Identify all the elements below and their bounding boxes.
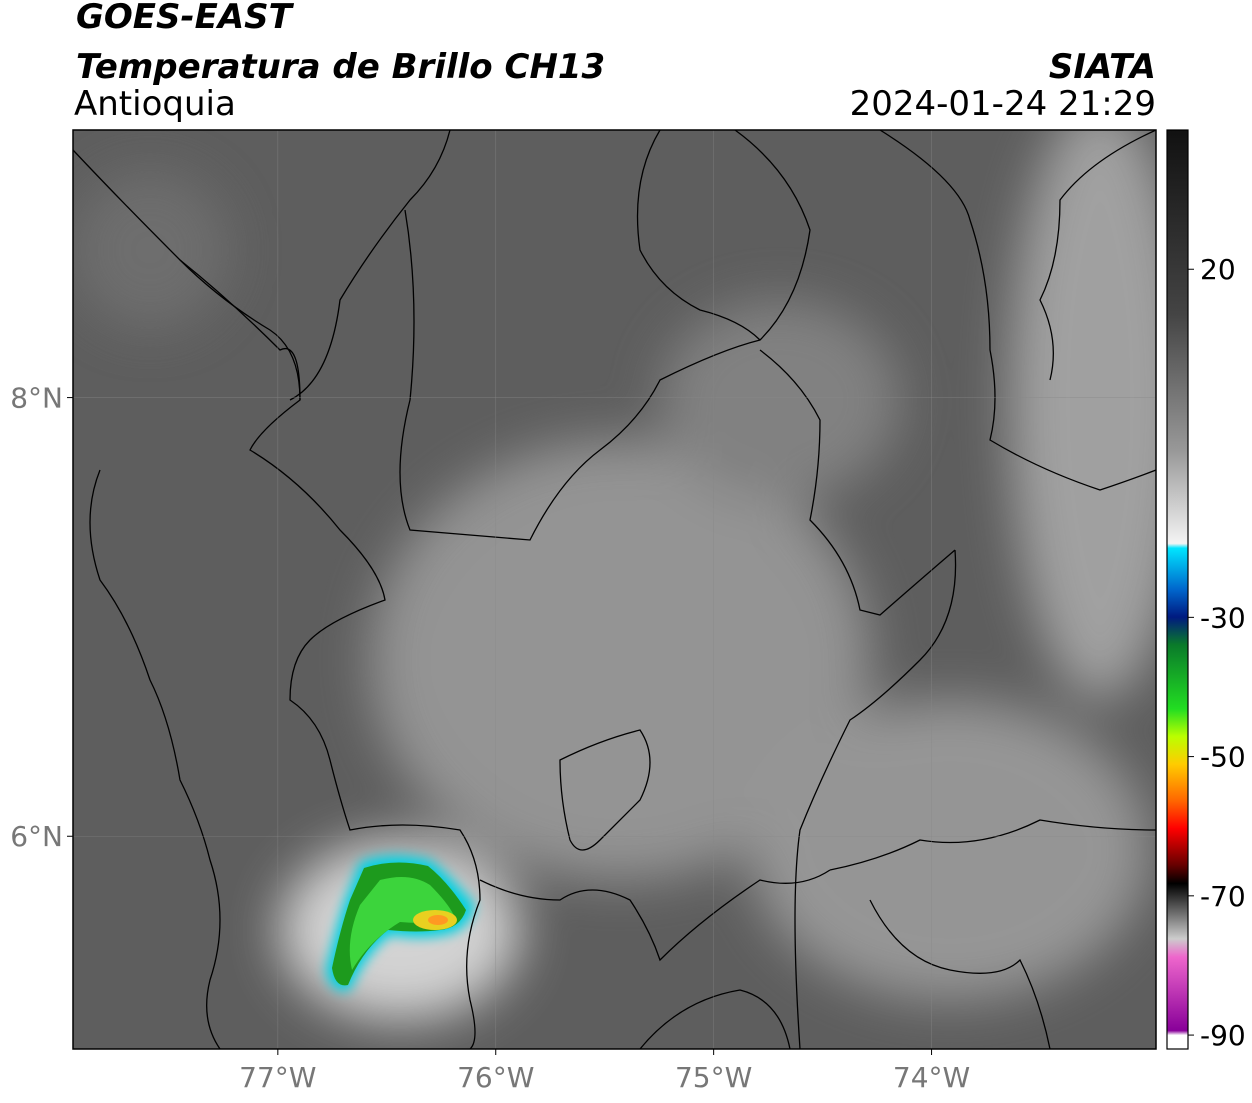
subtitle: Temperatura de Brillo CH13: [76, 47, 605, 87]
region: Antioquia: [74, 84, 236, 124]
source: SIATA: [1049, 47, 1156, 87]
colorbar-tick-label: -50: [1200, 741, 1246, 774]
colorbar-tick-label: 20: [1200, 253, 1236, 286]
datetime: 2024-01-24 21:29: [850, 84, 1156, 124]
grid: [73, 130, 1156, 1049]
map-frame: [72, 129, 1157, 1050]
colorbar: [1166, 129, 1189, 1050]
y-tick-label: 6°N: [10, 820, 63, 853]
x-tick-label: 75°W: [675, 1061, 752, 1094]
colorbar-tick-label: -30: [1200, 601, 1246, 634]
title: GOES-EAST: [76, 0, 295, 37]
y-tick-label: 8°N: [10, 382, 63, 415]
x-tick-label: 74°W: [893, 1061, 970, 1094]
colorbar-tick-label: -70: [1200, 880, 1246, 913]
x-tick-label: 76°W: [457, 1061, 534, 1094]
colorbar-tick-label: -90: [1200, 1019, 1246, 1052]
satellite-image: [73, 130, 1156, 1049]
x-tick-label: 77°W: [239, 1061, 316, 1094]
